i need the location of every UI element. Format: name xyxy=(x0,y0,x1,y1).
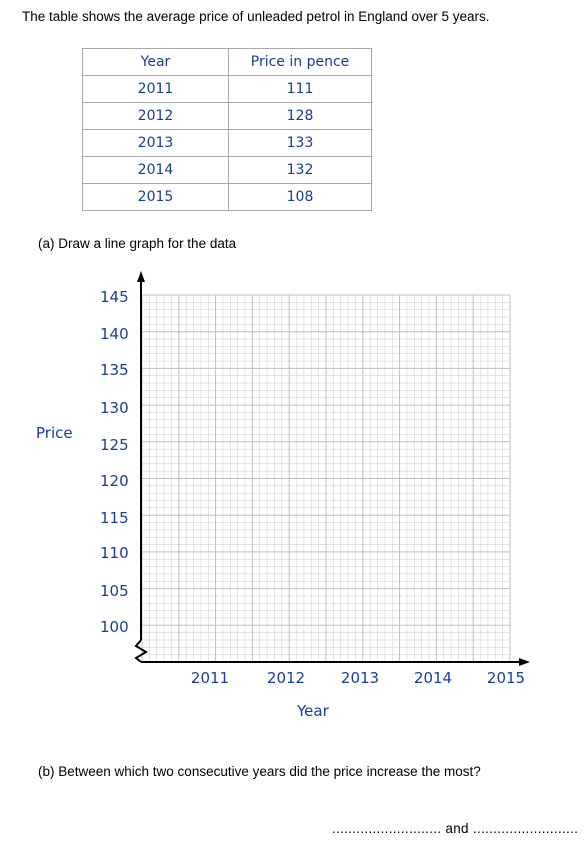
table-row: 2015 108 xyxy=(82,183,372,211)
question-b: (b) Between which two consecutive years … xyxy=(38,764,481,779)
x-tick-label: 2011 xyxy=(191,669,229,687)
x-axis-arrow xyxy=(519,658,530,666)
cell-year: 2015 xyxy=(82,183,229,211)
y-tick-label: 105 xyxy=(100,582,129,600)
y-tick-label: 125 xyxy=(100,436,129,454)
y-tick-label: 145 xyxy=(100,288,129,306)
header-price: Price in pence xyxy=(228,48,372,76)
cell-year: 2011 xyxy=(82,75,229,103)
x-tick-label: 2014 xyxy=(414,669,452,687)
y-tick-label: 115 xyxy=(100,509,129,527)
y-tick-label: 135 xyxy=(100,361,129,379)
x-tick-label: 2015 xyxy=(487,669,525,687)
intro-text: The table shows the average price of unl… xyxy=(22,9,490,24)
y-tick-label: 110 xyxy=(100,544,129,562)
grid-lines xyxy=(141,294,511,663)
table-row: 2011 111 xyxy=(82,75,372,103)
y-tick-label: 130 xyxy=(100,399,129,417)
table-row: 2012 128 xyxy=(82,102,372,130)
y-axis-arrow xyxy=(137,271,145,282)
y-tick-label: 120 xyxy=(100,472,129,490)
question-a: (a) Draw a line graph for the data xyxy=(38,236,237,251)
cell-price: 108 xyxy=(228,183,372,211)
answer-line: ........................... and ........… xyxy=(332,821,579,836)
table-row: 2013 133 xyxy=(82,129,372,157)
price-table: Year Price in pence 2011 111 2012 128 20… xyxy=(82,48,372,211)
cell-price: 133 xyxy=(228,129,372,157)
x-tick-label: 2013 xyxy=(341,669,379,687)
y-tick-label: 140 xyxy=(100,325,129,343)
axis-break-icon xyxy=(134,639,148,663)
cell-price: 111 xyxy=(228,75,372,103)
x-tick-label: 2012 xyxy=(267,669,305,687)
cell-year: 2013 xyxy=(82,129,229,157)
cell-price: 132 xyxy=(228,156,372,184)
y-axis-title: Price xyxy=(36,424,73,442)
table-header-row: Year Price in pence xyxy=(82,48,372,76)
y-tick-label: 100 xyxy=(100,618,129,636)
header-year: Year xyxy=(82,48,229,76)
x-axis-title: Year xyxy=(296,702,330,720)
x-tick-labels: 2011 2012 2013 2014 2015 xyxy=(191,669,525,687)
y-tick-labels: 145 140 135 130 125 120 115 110 105 100 xyxy=(100,288,129,636)
